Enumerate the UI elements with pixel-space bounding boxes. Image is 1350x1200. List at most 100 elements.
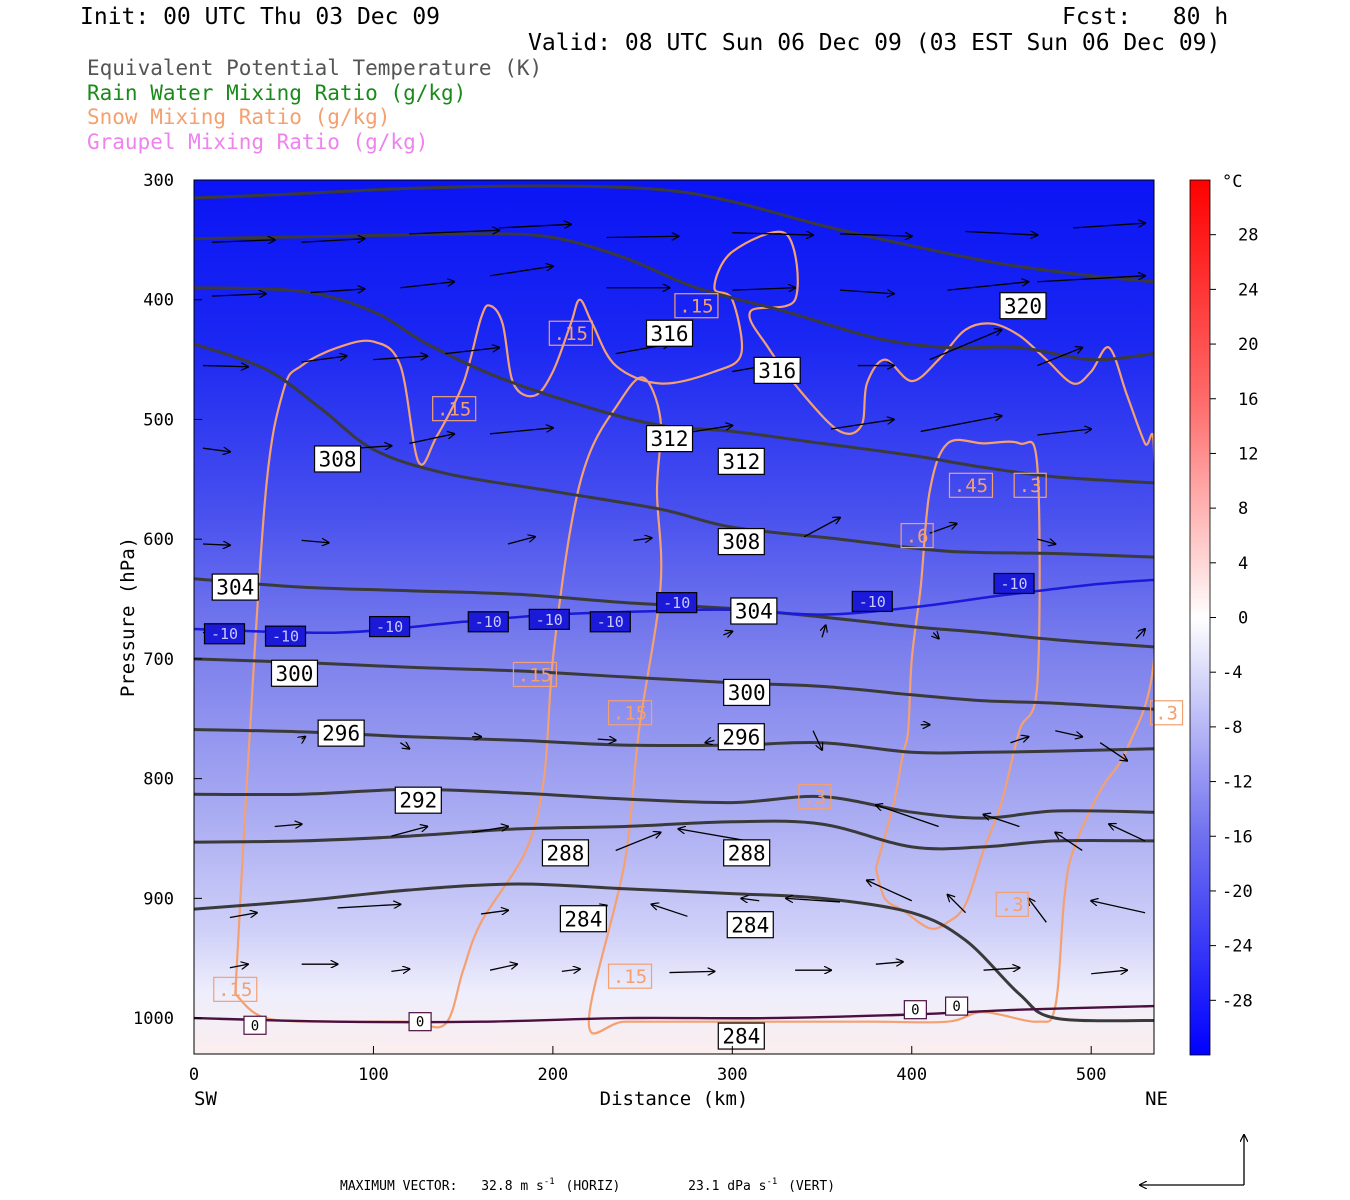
snow-contour-label-text: .45 xyxy=(954,475,988,497)
theta-e-contour-label-text: 308 xyxy=(319,448,357,472)
theta-e-contour-label-box xyxy=(730,597,778,625)
theta-e-contour-label: 304 xyxy=(211,573,259,601)
wind-vector xyxy=(984,815,1020,828)
theta-e-contour-label: 292 xyxy=(394,786,442,814)
snow-contour-label-text: .15 xyxy=(679,296,713,318)
wind-vector xyxy=(1055,833,1083,852)
wind-vector xyxy=(202,544,230,545)
isotherm-contour-label-text: -10 xyxy=(536,611,563,629)
theta-e-contour-label-text: 304 xyxy=(216,576,254,600)
snow-contour-label-text: .3 xyxy=(803,786,826,808)
colorbar-ramp xyxy=(1189,179,1211,1056)
isotherm-contour-label: -10 xyxy=(264,625,307,647)
zero-isotherm-label-box xyxy=(903,1000,927,1020)
theta-e-contour-label-box xyxy=(753,356,801,384)
isotherm-contour-label: -10 xyxy=(528,608,570,630)
zero-isotherm-label: 0 xyxy=(903,1000,927,1020)
zero-isotherm-label-box xyxy=(408,1012,432,1032)
theta-e-contour-label-text: 300 xyxy=(728,681,766,705)
theta-e-contour-320 xyxy=(194,184,1154,284)
theta-e-contour-288 xyxy=(194,819,1154,851)
theta-e-contour-label: 288 xyxy=(541,839,590,867)
theta-e-contour-label-text: 312 xyxy=(722,450,760,474)
snow-contour-label-box xyxy=(995,891,1029,917)
snow-contour-label-text: .15 xyxy=(613,966,647,988)
zero-isotherm-label-text: 0 xyxy=(952,999,960,1015)
y-tick-label: 700 xyxy=(143,650,174,670)
theta-e-contour-label: 284 xyxy=(717,1022,765,1050)
wind-vector xyxy=(597,739,616,740)
theta-e-contour-300 xyxy=(194,657,1154,711)
colorbar-tick-label: -12 xyxy=(1222,773,1253,793)
wind-vector xyxy=(741,898,760,900)
theta-e-contour-284 xyxy=(194,882,1154,1023)
wind-vector xyxy=(1073,223,1145,229)
wind-vector xyxy=(929,330,1002,361)
colorbar-tick-label: -28 xyxy=(1222,991,1253,1011)
init-time: Init: 00 UTC Thu 03 Dec 09 xyxy=(80,4,441,30)
y-tick-label: 1000 xyxy=(133,1009,174,1029)
max-vector-caption: MAXIMUM VECTOR: 32.8 m s-1 (HORIZ) 23.1 … xyxy=(340,1173,835,1194)
isotherm-contour-label-box xyxy=(656,592,698,614)
theta-e-contour-label: 284 xyxy=(726,911,774,939)
wind-vector xyxy=(1135,629,1145,639)
theta-e-contour-label-text: 288 xyxy=(546,841,584,865)
wind-vector xyxy=(723,631,732,635)
wind-vector xyxy=(669,971,715,972)
wind-vector xyxy=(301,540,329,542)
theta-e-contour-label-box xyxy=(723,678,771,707)
isotherm-contour-label-box xyxy=(203,623,246,645)
wind-vector xyxy=(1037,429,1091,436)
isotherm-contour-label: -10 xyxy=(851,590,893,613)
wind-vector xyxy=(1037,276,1145,283)
isotherm-contour-label-text: -10 xyxy=(475,613,502,631)
y-tick-label: 600 xyxy=(143,530,174,550)
wind-vector xyxy=(948,895,967,914)
wind-vector xyxy=(732,288,795,290)
isotherm-contour-label-text: -10 xyxy=(376,618,403,636)
wind-vector xyxy=(409,434,454,445)
snow-contour-label-text: .15 xyxy=(437,399,471,421)
colorbar-tick-label: 24 xyxy=(1238,280,1258,300)
wind-vector xyxy=(373,356,427,360)
snow-contour-label: .15 xyxy=(512,661,558,688)
colorbar-tick-label: 8 xyxy=(1238,499,1248,519)
theta-e-contour-316 xyxy=(194,232,1154,362)
wind-vector xyxy=(211,294,266,296)
wind-vector xyxy=(400,282,454,289)
theta-e-contour-label: 304 xyxy=(730,597,778,625)
theta-e-contour-label: 288 xyxy=(723,839,771,867)
y-axis-title: Pressure (hPa) xyxy=(117,537,139,697)
wind-vector xyxy=(1028,898,1047,923)
theta-e-contour-label-text: 316 xyxy=(651,322,689,346)
theta-e-contour-label-box xyxy=(717,527,765,556)
axes: 300 400 500 600 700 800 900 1000 0 100 200 300 400 50… xyxy=(133,171,1107,1085)
contour-labels: .15 .15 .15 .45 .3 .6 .15 .15 .3 .3 .3 .15 .15 320 316… xyxy=(203,292,1184,1050)
theta-e-contour-label: 308 xyxy=(717,527,765,556)
snow-contour-label: .15 xyxy=(674,293,719,319)
wind-vector xyxy=(929,524,957,534)
y-tick-label: 800 xyxy=(143,770,174,790)
isotherm-contour-label-box xyxy=(993,572,1035,595)
theta-e-contour-label: 312 xyxy=(717,447,765,475)
isotherm-zero xyxy=(194,1004,1154,1024)
theta-e-contour-label-text: 308 xyxy=(722,530,760,554)
snow-contour-label-box xyxy=(548,320,593,346)
legend-rain: Rain Water Mixing Ratio (g/kg) xyxy=(87,81,467,105)
theta-e-contour-label-text: 320 xyxy=(1004,294,1042,318)
theta-e-contour-label: 316 xyxy=(753,356,801,384)
theta-e-contour-label-text: 312 xyxy=(651,427,689,451)
max-vector-legend: MAXIMUM VECTOR: 32.8 m s-1 (HORIZ) 23.1 … xyxy=(340,1135,1244,1194)
snow-contour-label: .15 xyxy=(213,976,258,1002)
theta-e-contour-label-text: 296 xyxy=(322,722,360,746)
snow-contour-label: .3 xyxy=(1013,472,1047,498)
colorbar-tick-label: -16 xyxy=(1222,827,1253,847)
wind-vector xyxy=(211,240,275,242)
x-tick-label: 0 xyxy=(189,1065,199,1085)
wind-vector xyxy=(301,356,347,363)
wind-vector xyxy=(489,964,517,971)
wind-vector xyxy=(830,419,894,430)
theta-e-contour-label: 284 xyxy=(559,905,607,933)
x-tick-label: 100 xyxy=(358,1065,389,1085)
